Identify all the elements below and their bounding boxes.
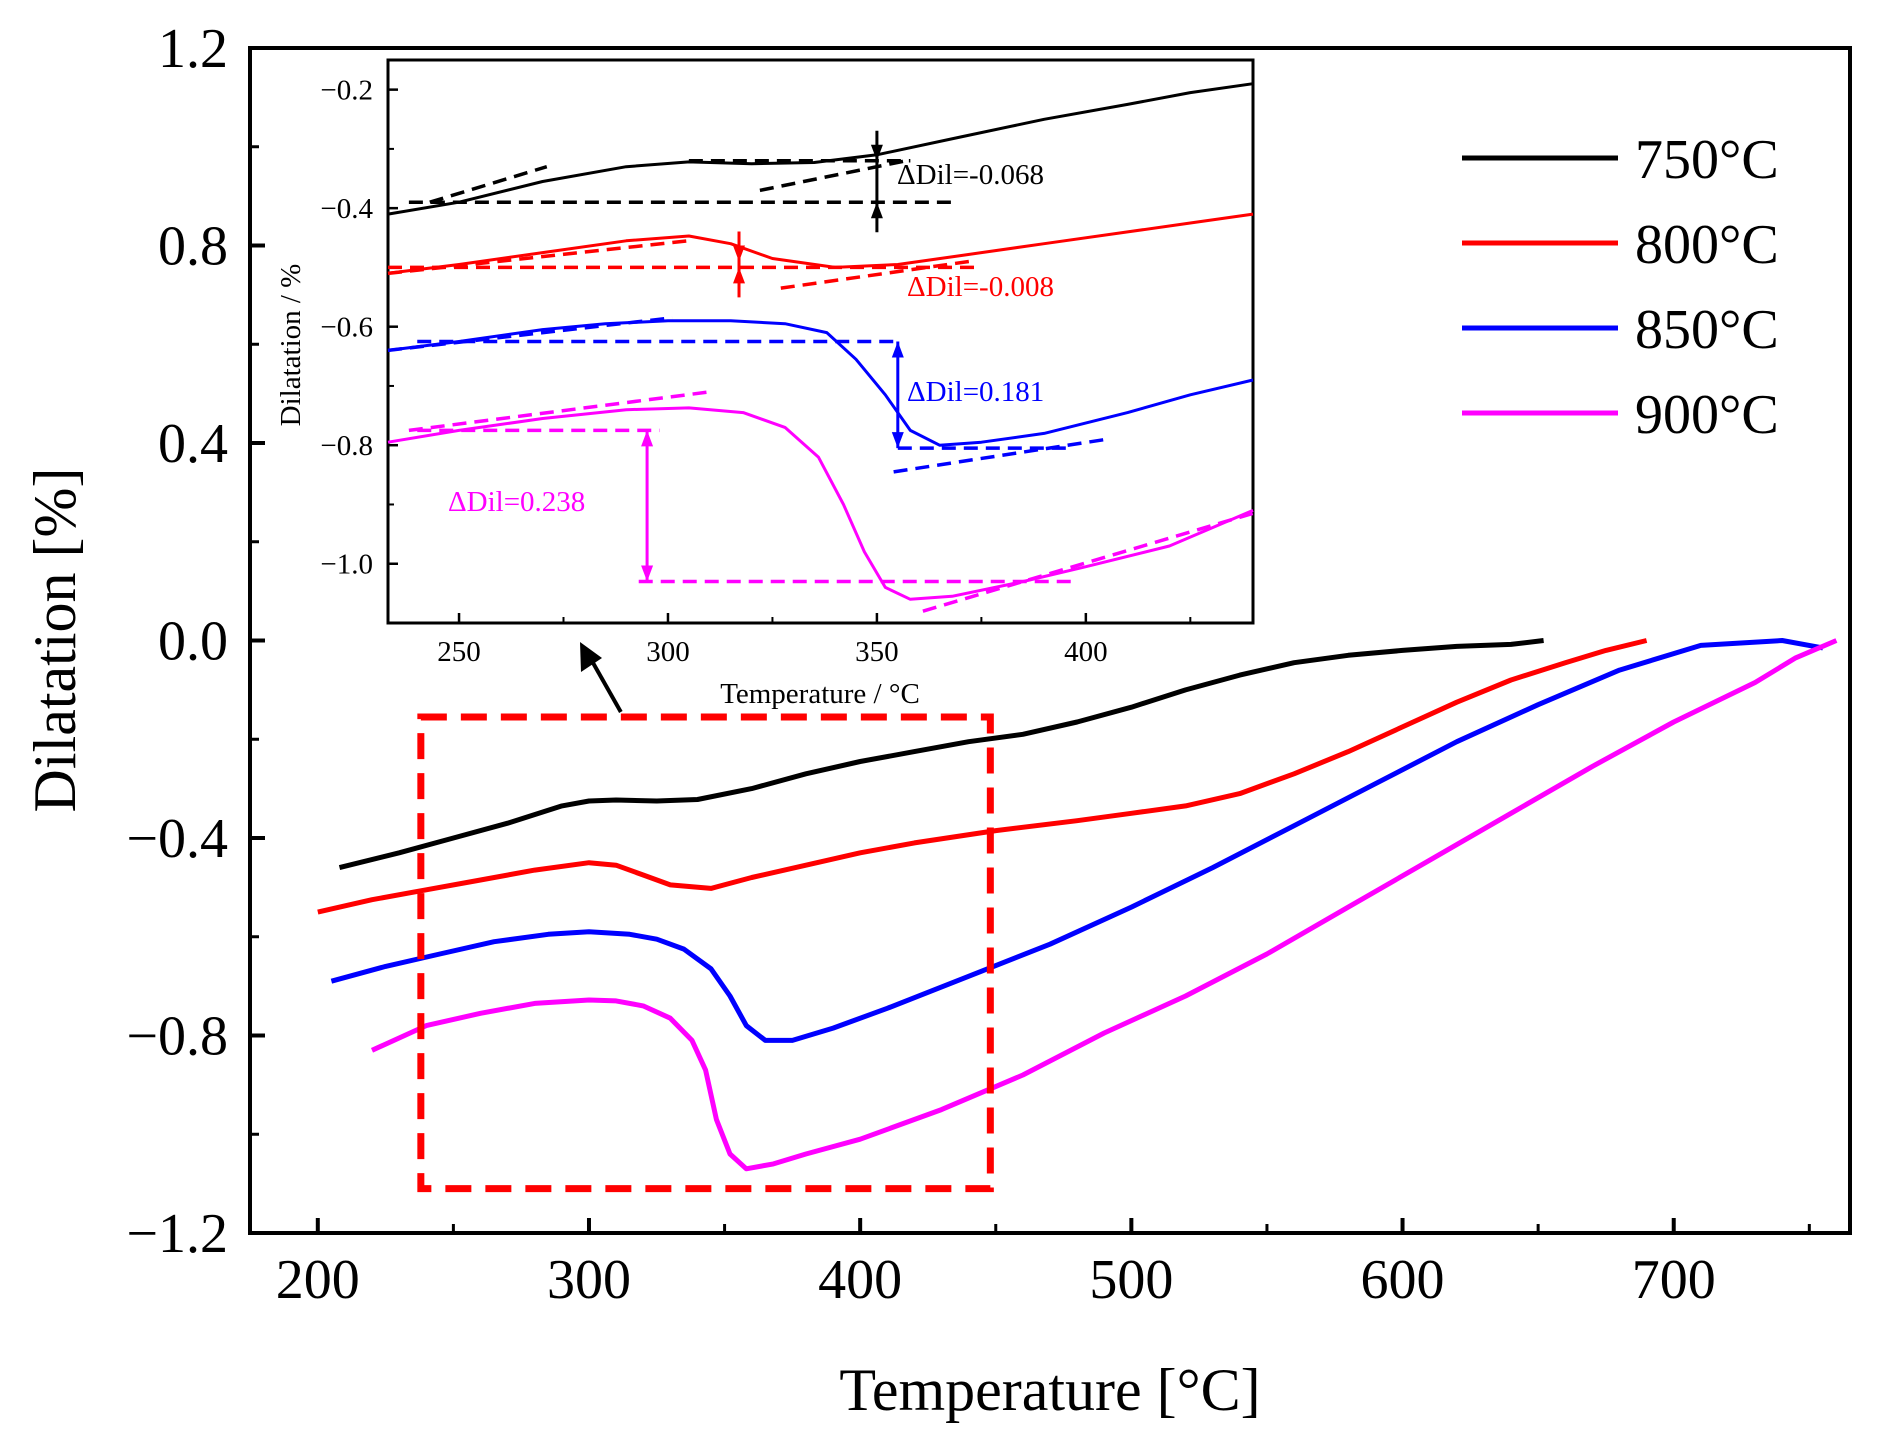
y-tick-label-2: −0.4 <box>126 808 228 870</box>
inset-series-line-800c <box>387 212 1254 275</box>
guide-900-tangent-high <box>922 511 1254 613</box>
inset-guide-lines <box>387 158 1254 613</box>
inset-axis-ticks: 250 300 350 400 −1.0 −0.8 −0.6 −0.4 −0.2 <box>320 75 1192 668</box>
legend-label-900: 900°C <box>1635 384 1779 446</box>
delta-arrow-800-head-top <box>733 245 746 262</box>
inset-x-tick-label-250: 250 <box>437 636 481 668</box>
guide-800-tangent-high <box>780 259 970 290</box>
delta-arrow-850-head-top <box>891 341 904 358</box>
inset-x-tick-label-400: 400 <box>1064 636 1108 668</box>
delta-label-750: ΔDil=-0.068 <box>897 159 1044 191</box>
inset-y-tick-label-1: −0.8 <box>320 430 373 462</box>
inset-y-tick-label-3: −0.4 <box>320 193 373 225</box>
delta-label-850: ΔDil=0.181 <box>907 376 1044 408</box>
legend: 750°C 800°C 850°C 900°C <box>1462 129 1779 446</box>
inset-series-line-900c <box>387 406 1254 601</box>
inset-y-tick-label-2: −0.6 <box>320 312 373 344</box>
guide-750-tangent-high <box>759 159 907 193</box>
delta-arrow-750-head-bottom <box>870 202 883 219</box>
x-tick-label-400: 400 <box>818 1249 902 1311</box>
inset-series-line-750c <box>387 82 1254 216</box>
inset-x-tick-label-300: 300 <box>646 636 690 668</box>
y-axis-title: Dilatation [%] <box>22 468 88 813</box>
y-tick-label-3: 0.0 <box>158 611 228 673</box>
series-line-850c <box>330 638 1824 1043</box>
y-tick-label-1: −0.8 <box>126 1006 228 1068</box>
series-line-750c <box>338 638 1544 871</box>
x-tick-label-200: 200 <box>276 1249 360 1311</box>
y-tick-label-0: −1.2 <box>126 1203 228 1265</box>
main-axis-ticks: 200 300 400 500 600 700 −1.2 −0.8 −0.4 0.0 0.4 0.8 1… <box>126 18 1811 1311</box>
delta-label-900: ΔDil=0.238 <box>448 486 585 518</box>
inset-x-tick-label-350: 350 <box>855 636 899 668</box>
main-series-group <box>317 638 1838 1172</box>
inset-y-tick-label-4: −0.2 <box>320 75 373 107</box>
guide-750-tangent-low <box>429 164 548 204</box>
inset-series-line-850c <box>387 319 1254 447</box>
delta-arrow-850-head-bottom <box>891 432 904 449</box>
inset-delta-arrows <box>641 130 904 582</box>
inset-y-axis-title: Dilatation / % <box>275 264 307 427</box>
inset-y-tick-label-0: −1.0 <box>320 549 373 581</box>
delta-label-800: ΔDil=-0.008 <box>907 271 1054 303</box>
x-tick-label-700: 700 <box>1632 1249 1716 1311</box>
guide-850-tangent-high <box>893 437 1108 474</box>
x-tick-label-300: 300 <box>547 1249 631 1311</box>
zoom-arrow-head <box>580 642 602 672</box>
inset-x-axis-title: Temperature / °C <box>720 678 920 710</box>
inset-series-group <box>387 82 1254 601</box>
legend-label-800: 800°C <box>1635 214 1779 276</box>
delta-arrow-800-head-bottom <box>733 267 746 284</box>
delta-arrow-900-head-bottom <box>641 565 654 582</box>
y-tick-label-6: 1.2 <box>158 18 228 80</box>
series-line-900c <box>370 638 1838 1172</box>
legend-label-750: 750°C <box>1635 129 1779 191</box>
x-axis-title: Temperature [°C] <box>839 1357 1260 1423</box>
legend-label-850: 850°C <box>1635 299 1779 361</box>
x-tick-label-500: 500 <box>1089 1249 1173 1311</box>
y-tick-label-5: 0.8 <box>158 216 228 278</box>
x-tick-label-600: 600 <box>1361 1249 1445 1311</box>
inset-frame <box>386 58 1255 625</box>
delta-arrow-900-head-top <box>641 430 654 447</box>
highlight-box <box>417 713 994 1193</box>
guide-900-tangent-low <box>408 390 710 433</box>
y-tick-label-4: 0.4 <box>158 413 228 475</box>
delta-arrow-750-head-top <box>870 144 883 161</box>
series-line-800c <box>317 638 1648 915</box>
